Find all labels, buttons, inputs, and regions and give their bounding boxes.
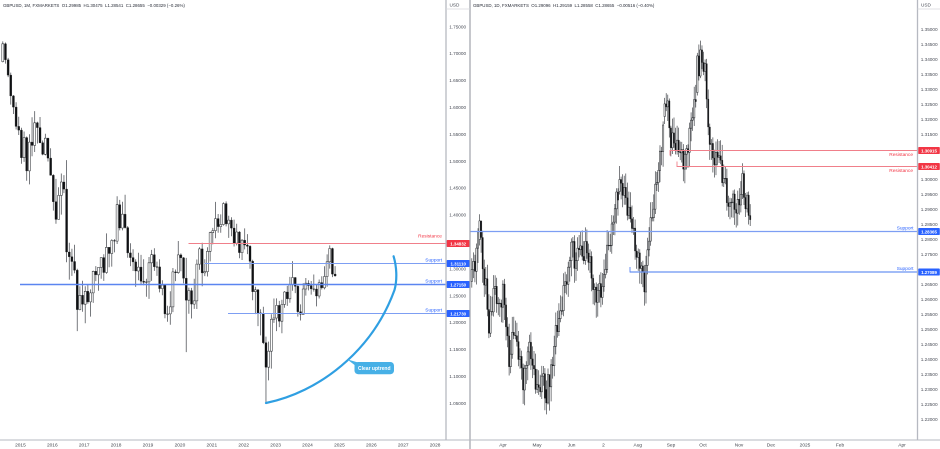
svg-text:1.29500: 1.29500 [921,192,938,197]
svg-text:1.31500: 1.31500 [921,132,938,137]
svg-text:USD: USD [921,2,932,7]
svg-text:Oct: Oct [699,443,707,449]
svg-text:1.45000: 1.45000 [449,186,466,191]
svg-text:1.27089: 1.27089 [921,270,937,275]
svg-text:2017: 2017 [79,443,90,449]
svg-text:Support: Support [425,257,442,263]
svg-text:Clear uptrend: Clear uptrend [358,366,391,372]
svg-text:2020: 2020 [175,443,186,449]
svg-text:1.31110: 1.31110 [451,261,467,266]
svg-text:1.23000: 1.23000 [921,387,938,392]
svg-text:1.26000: 1.26000 [921,297,938,302]
svg-text:1.33500: 1.33500 [921,72,938,77]
svg-text:2024: 2024 [302,443,313,449]
svg-text:1.25000: 1.25000 [921,327,938,332]
svg-text:1.65000: 1.65000 [449,78,466,83]
svg-text:1.30412: 1.30412 [921,164,937,169]
svg-text:2018: 2018 [111,443,122,449]
svg-text:1.20000: 1.20000 [449,320,466,325]
svg-text:USD: USD [450,2,461,7]
svg-text:2026: 2026 [366,443,377,449]
svg-text:Dec: Dec [767,443,776,449]
svg-text:2016: 2016 [47,443,58,449]
svg-text:1.22000: 1.22000 [921,417,938,422]
svg-text:Support: Support [425,307,442,313]
svg-text:Apr: Apr [898,443,906,449]
svg-text:1.50000: 1.50000 [449,159,466,164]
svg-text:Nov: Nov [735,443,744,449]
svg-text:1.22500: 1.22500 [921,402,938,407]
svg-text:1.30000: 1.30000 [449,266,466,271]
svg-text:1.23500: 1.23500 [921,372,938,377]
svg-text:1.21730: 1.21730 [450,311,466,316]
svg-text:1.35000: 1.35000 [921,27,938,32]
svg-text:1.70000: 1.70000 [449,51,466,56]
svg-text:1.33000: 1.33000 [921,87,938,92]
svg-text:1.40000: 1.40000 [449,213,466,218]
svg-text:1.28365: 1.28365 [921,229,937,234]
svg-text:Support: Support [897,226,914,232]
svg-text:May: May [532,443,542,449]
svg-text:1.32000: 1.32000 [921,117,938,122]
svg-text:2025: 2025 [334,443,345,449]
svg-text:1.34000: 1.34000 [921,57,938,62]
svg-text:1.32500: 1.32500 [921,102,938,107]
svg-text:1.26500: 1.26500 [921,282,938,287]
svg-text:Sep: Sep [667,443,676,449]
svg-text:1.25000: 1.25000 [449,293,466,298]
svg-text:2022: 2022 [238,443,249,449]
svg-text:1.75000: 1.75000 [449,24,466,29]
svg-text:1.24000: 1.24000 [921,357,938,362]
svg-text:Resistance: Resistance [418,233,442,239]
svg-text:Support: Support [897,266,914,272]
svg-text:2028: 2028 [430,443,441,449]
svg-text:1.05000: 1.05000 [449,401,466,406]
svg-text:1.55000: 1.55000 [449,132,466,137]
svg-text:Aug: Aug [634,443,643,449]
svg-text:GBPUSD, 1D, FXMARKETS O1.2909: GBPUSD, 1D, FXMARKETS O1.29096 H1.29159 … [473,3,655,8]
svg-text:1.60000: 1.60000 [449,105,466,110]
svg-text:1.28000: 1.28000 [921,237,938,242]
svg-text:Apr: Apr [499,443,507,449]
svg-text:1.30915: 1.30915 [921,148,937,153]
svg-text:1.27150: 1.27150 [450,282,466,287]
svg-text:2019: 2019 [143,443,154,449]
svg-text:2021: 2021 [206,443,217,449]
svg-text:1.28500: 1.28500 [921,222,938,227]
svg-text:1.10000: 1.10000 [449,374,466,379]
svg-text:2027: 2027 [398,443,409,449]
svg-text:Support: Support [425,278,442,284]
svg-text:2025: 2025 [800,443,811,449]
svg-text:GBPUSD, 1M, FXMARKETS O1.2998: GBPUSD, 1M, FXMARKETS O1.29985 H1.30475 … [3,3,185,8]
svg-text:Resistance: Resistance [889,168,913,174]
svg-text:2015: 2015 [15,443,26,449]
svg-text:2023: 2023 [270,443,281,449]
svg-text:2: 2 [602,443,605,449]
svg-text:1.15000: 1.15000 [449,347,466,352]
svg-text:1.34500: 1.34500 [921,42,938,47]
svg-text:1.27500: 1.27500 [921,252,938,257]
svg-text:Resistance: Resistance [889,152,913,158]
svg-text:Jun: Jun [568,443,576,449]
svg-text:1.29000: 1.29000 [921,207,938,212]
svg-text:1.25500: 1.25500 [921,312,938,317]
svg-text:1.30000: 1.30000 [921,177,938,182]
svg-text:1.34832: 1.34832 [450,241,466,246]
svg-text:Feb: Feb [836,443,845,449]
svg-text:1.24500: 1.24500 [921,342,938,347]
